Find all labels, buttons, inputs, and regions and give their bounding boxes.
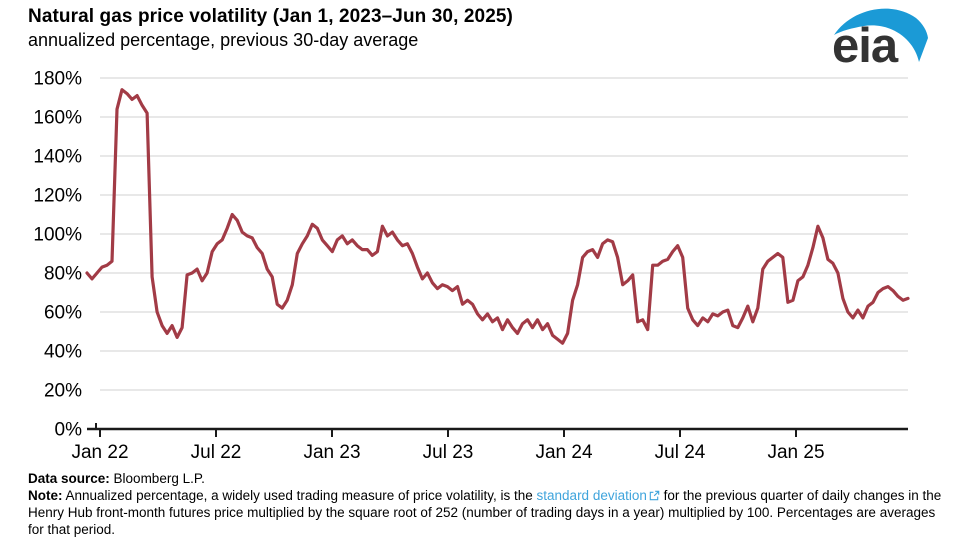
chart-subtitle: annualized percentage, previous 30-day a… — [28, 30, 419, 50]
y-axis-label: 20% — [44, 381, 82, 402]
y-axis-label: 160% — [33, 108, 82, 129]
y-axis-label: 0% — [55, 420, 83, 441]
chart-title: Natural gas price volatility (Jan 1, 202… — [28, 6, 513, 27]
eia-logo-text: eia — [832, 19, 899, 66]
data-source-value: Bloomberg L.P. — [113, 471, 205, 486]
x-axis-label: Jan 25 — [767, 442, 824, 463]
y-axis-label: 80% — [44, 264, 82, 285]
note-text-before: Annualized percentage, a widely used tra… — [65, 488, 537, 504]
note-text-after: for the previous quarter of daily change… — [28, 488, 942, 538]
x-axis-label: Jan 23 — [303, 442, 360, 463]
y-axis-label: 180% — [33, 69, 82, 90]
volatility-series-line — [85, 88, 910, 345]
eia-logo: eia — [832, 8, 928, 66]
y-axis-label: 100% — [33, 225, 82, 246]
x-axis-label: Jul 24 — [655, 442, 706, 463]
external-link-icon — [649, 490, 660, 501]
x-axis-label: Jul 22 — [191, 442, 242, 463]
eia-logo-swoosh-icon — [834, 8, 928, 62]
y-axis-label: 120% — [33, 186, 82, 207]
note-line: Note: Annualized percentage, a widely us… — [28, 487, 946, 538]
y-axis-label: 40% — [44, 342, 82, 363]
chart-footnotes: Data source: Bloomberg L.P. Note: Annual… — [28, 470, 946, 539]
standard-deviation-link[interactable]: standard deviation — [536, 488, 647, 504]
data-source-line: Data source: Bloomberg L.P. — [28, 470, 946, 487]
y-axis-label: 60% — [44, 303, 82, 324]
x-axis-label: Jan 24 — [535, 442, 592, 463]
x-axis-label: Jan 22 — [71, 442, 128, 463]
data-source-label: Data source: — [28, 471, 110, 486]
volatility-line-chart: 0% 20% 40% 60% 80% 100% 120% 140% 160% 180% Jan 22… — [33, 69, 910, 463]
note-label: Note: — [28, 488, 63, 504]
x-axis-label: Jul 23 — [423, 442, 474, 463]
y-axis-label: 140% — [33, 147, 82, 168]
